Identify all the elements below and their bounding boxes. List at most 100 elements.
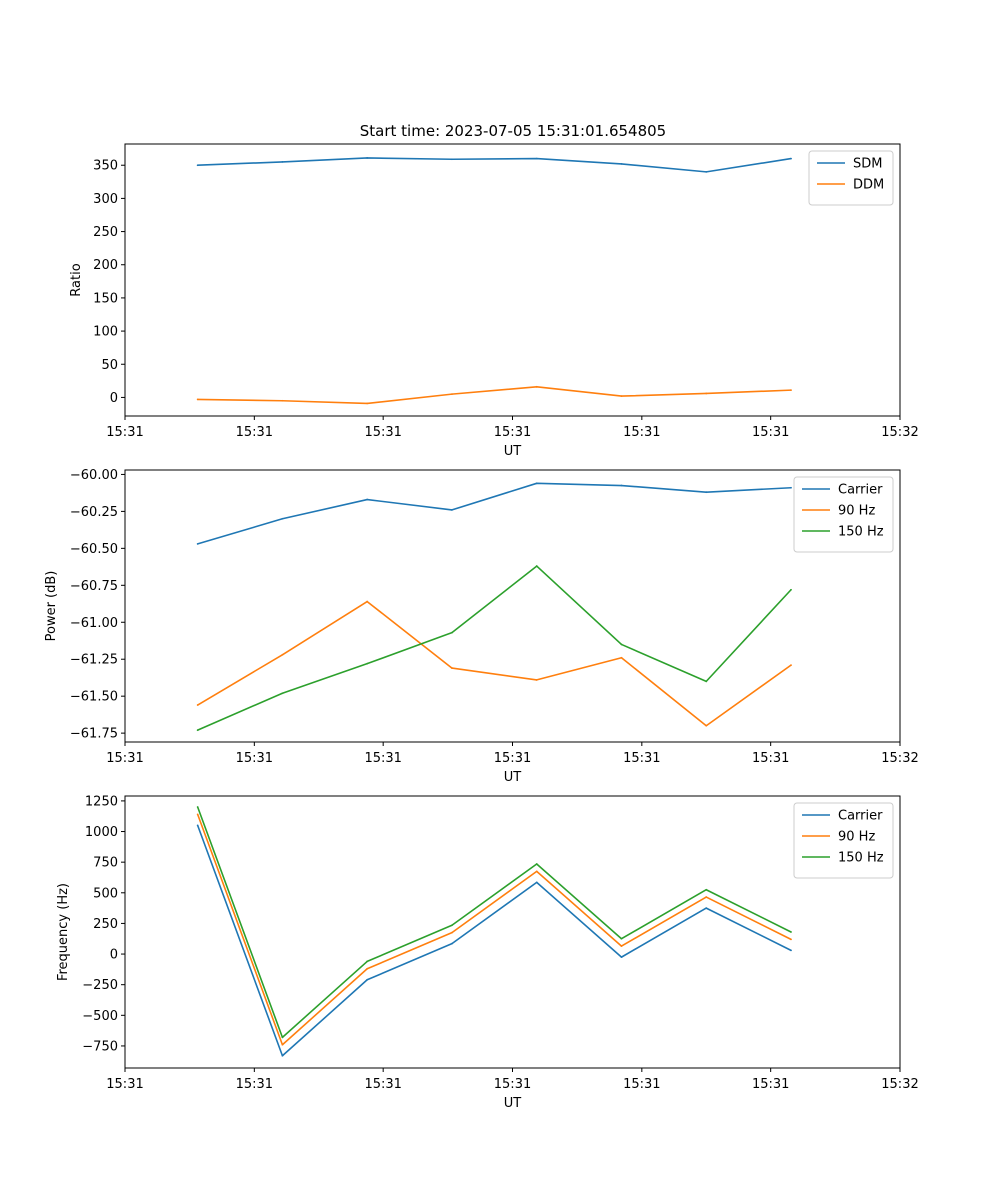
power-series-90-hz-point <box>451 667 453 669</box>
ratio-y-axis-label: Ratio <box>69 263 84 296</box>
ratio-xtick-label: 15:31 <box>236 425 273 440</box>
frequency-series-150-hz-point <box>451 924 453 927</box>
ratio-ytick-label: 50 <box>101 358 118 373</box>
power-series-150-hz-point <box>705 680 708 683</box>
power-series-carrier-point <box>451 509 453 511</box>
frequency-xtick-label: 15:31 <box>494 1077 531 1092</box>
frequency-series-150-hz-point <box>535 863 538 865</box>
power-xtick-label: 15:31 <box>364 751 401 766</box>
ratio-xtick-label: 15:31 <box>494 425 531 440</box>
power-series-150-hz-point <box>281 692 284 695</box>
frequency-xtick-label: 15:31 <box>364 1077 401 1092</box>
frequency-series-150-hz-point <box>705 888 708 891</box>
power-ytick-label: −61.75 <box>70 727 118 742</box>
power-series-90-hz-point <box>196 704 199 706</box>
ratio-series-ddm-point <box>620 395 623 397</box>
power-xtick-label: 15:31 <box>106 751 143 766</box>
ratio-ytick-label: 300 <box>93 192 118 207</box>
power-ytick-label: −60.50 <box>70 542 118 557</box>
frequency-series-carrier-point <box>281 1054 284 1057</box>
power-ytick-label: −60.75 <box>70 579 118 594</box>
ratio-xtick-label: 15:31 <box>364 425 401 440</box>
frequency-series-90-hz-point <box>281 1043 284 1046</box>
frequency-ytick-label: −750 <box>82 1039 118 1054</box>
ratio-series-sdm-line <box>197 157 792 173</box>
figure-title: Start time: 2023-07-05 15:31:01.654805 <box>360 122 666 140</box>
ratio-ytick-label: 100 <box>93 325 118 340</box>
frequency-legend-label-carrier: Carrier <box>838 809 883 824</box>
power-series-150-hz-point <box>366 662 369 665</box>
frequency-series-90-hz-point <box>620 945 623 947</box>
power-legend-box <box>793 476 894 553</box>
power-axes-frame <box>124 469 901 743</box>
ratio-xtick-label: 15:31 <box>623 425 660 440</box>
frequency-ytick-label: 250 <box>93 917 118 932</box>
frequency-ytick-label: 750 <box>93 856 118 871</box>
ratio-x-axis-label: UT <box>504 444 522 459</box>
frequency-xtick-label: 15:31 <box>752 1077 789 1092</box>
power-series-90-hz-point <box>705 724 708 727</box>
power-xtick-label: 15:31 <box>236 751 273 766</box>
power-x-axis-label: UT <box>504 770 522 785</box>
plot-frequency: −750 −500 −250 0 250 500 750 1000 1250 15:31 15:31… <box>56 794 919 1111</box>
frequency-series-90-hz-point <box>705 896 708 898</box>
power-legend-label-150-hz: 150 Hz <box>838 525 884 540</box>
ratio-series-sdm-point <box>281 161 284 163</box>
power-series-carrier-point <box>620 484 623 487</box>
frequency-x-axis-label: UT <box>504 1096 522 1111</box>
frequency-series-150-hz-point <box>196 806 199 808</box>
ratio-ytick-label: 150 <box>93 291 118 306</box>
frequency-series-carrier-point <box>705 907 708 910</box>
ratio-ytick-label: 200 <box>93 258 118 273</box>
power-series-150-hz-line <box>197 565 792 731</box>
ratio-series-sdm-point <box>196 164 199 167</box>
ratio-ytick-label: 350 <box>93 159 118 174</box>
power-ytick-label: −61.25 <box>70 653 118 668</box>
frequency-series-carrier-point <box>196 824 199 827</box>
power-xtick-label: 15:31 <box>752 751 789 766</box>
ratio-series-sdm-point <box>705 170 708 173</box>
frequency-ytick-label: 500 <box>93 886 118 901</box>
power-xtick-label: 15:32 <box>881 751 918 766</box>
frequency-ytick-label: −500 <box>82 1009 118 1024</box>
frequency-legend-box <box>793 802 894 879</box>
power-series-90-hz-point <box>790 664 792 667</box>
frequency-ytick-label: −250 <box>82 978 118 993</box>
frequency-xtick-label: 15:31 <box>106 1077 143 1092</box>
ratio-series-sdm-point <box>366 157 369 159</box>
power-xtick-label: 15:31 <box>494 751 531 766</box>
frequency-series-150-hz-point <box>620 937 623 940</box>
power-series-carrier-point <box>705 491 708 494</box>
ratio-xtick-label: 15:32 <box>881 425 918 440</box>
power-series-90-hz-line <box>197 600 792 727</box>
power-series-150-hz-point <box>620 643 623 646</box>
plot-ratio: 0 50 100 150 200 250 300 350 15:31 15:31 15:31 15:3… <box>69 143 919 459</box>
frequency-series-90-hz-point <box>196 813 199 816</box>
power-ytick-label: −60.00 <box>70 468 118 483</box>
power-series-carrier-point <box>281 517 284 520</box>
power-ytick-label: −61.50 <box>70 690 118 705</box>
frequency-series-90-hz-point <box>366 967 369 970</box>
frequency-series-carrier-point <box>535 881 538 884</box>
power-series-150-hz-point <box>535 565 538 567</box>
ratio-series-ddm-point <box>705 392 708 395</box>
power-series-90-hz-point <box>281 653 284 656</box>
power-series-carrier-line <box>197 482 792 545</box>
power-xtick-label: 15:31 <box>623 751 660 766</box>
frequency-series-carrier-line <box>196 825 792 1057</box>
frequency-series-150-hz-point <box>790 931 792 933</box>
power-series-150-hz-point <box>196 729 199 732</box>
frequency-series-90-hz-point <box>451 931 453 934</box>
frequency-ytick-label: 0 <box>110 948 118 963</box>
frequency-y-axis-label: Frequency (Hz) <box>56 883 71 981</box>
ratio-ytick-label: 250 <box>93 225 118 240</box>
ratio-series-ddm-point <box>196 398 199 401</box>
ratio-ytick-label: 0 <box>110 391 118 406</box>
ratio-xtick-label: 15:31 <box>106 425 143 440</box>
frequency-ytick-label: 1250 <box>85 794 118 809</box>
plot-power: −61.75 −61.50 −61.25 −61.00 −60.75 −60.50 −60.… <box>44 468 919 785</box>
power-legend-label-carrier: Carrier <box>838 483 883 498</box>
frequency-series-150-hz-point <box>281 1036 284 1039</box>
power-legend-label-90-hz: 90 Hz <box>838 504 875 519</box>
